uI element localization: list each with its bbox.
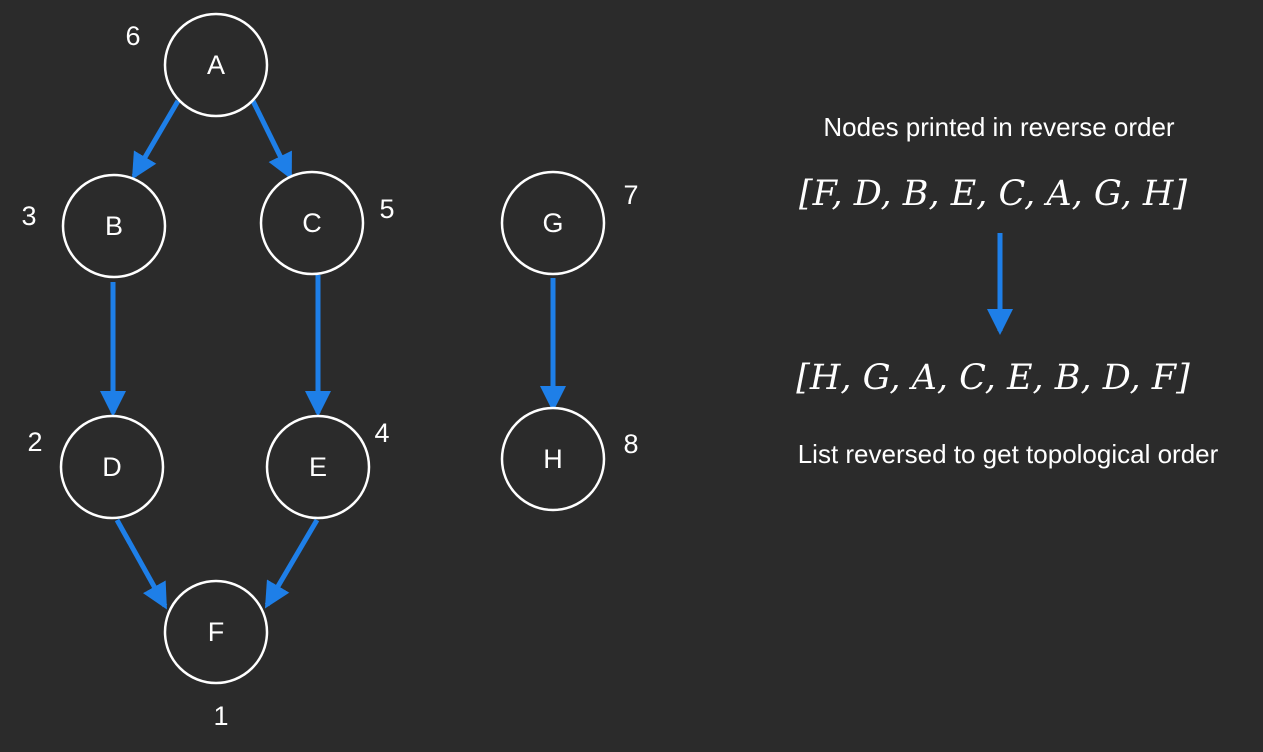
node-f: F1	[163, 579, 269, 731]
node-circle-c	[259, 170, 365, 276]
node-circle-e	[265, 414, 371, 520]
node-label-g: G	[542, 208, 563, 238]
node-label-a: A	[207, 50, 225, 80]
edge-e-f	[264, 518, 320, 609]
order-number-g: 7	[623, 180, 638, 210]
node-label-h: H	[543, 444, 563, 474]
node-circle-h	[500, 406, 606, 512]
node-circle-g	[500, 170, 606, 276]
node-circle-f	[163, 579, 269, 685]
node-d: D2	[27, 414, 165, 520]
node-e: E4	[265, 414, 390, 520]
node-label-e: E	[309, 452, 327, 482]
node-g: G7	[500, 170, 639, 276]
node-a: A6	[125, 12, 269, 118]
order-number-b: 3	[21, 201, 36, 231]
node-label-c: C	[302, 208, 322, 238]
edges-layer	[100, 99, 566, 610]
node-circle-a	[163, 12, 269, 118]
reverse-order-list: [F, D, B, E, C, A, G, H]	[798, 174, 1188, 214]
node-circle-b	[61, 173, 167, 279]
top-caption: Nodes printed in reverse order	[823, 112, 1175, 142]
bottom-caption: List reversed to get topological order	[797, 439, 1219, 469]
edge-a-b	[131, 99, 181, 180]
order-number-f: 1	[213, 701, 228, 731]
topological-order-list: [H, G, A, C, E, B, D, F]	[796, 358, 1190, 398]
order-number-c: 5	[379, 194, 394, 224]
order-number-a: 6	[125, 21, 140, 51]
node-label-f: F	[208, 617, 225, 647]
order-number-e: 4	[374, 418, 389, 448]
node-b: B3	[21, 173, 167, 279]
edge-a-c	[250, 99, 293, 180]
order-number-d: 2	[27, 427, 42, 457]
node-label-b: B	[105, 211, 123, 241]
edge-d-f	[114, 518, 168, 610]
node-circle-d	[59, 414, 165, 520]
node-label-d: D	[102, 452, 122, 482]
order-number-h: 8	[623, 429, 638, 459]
